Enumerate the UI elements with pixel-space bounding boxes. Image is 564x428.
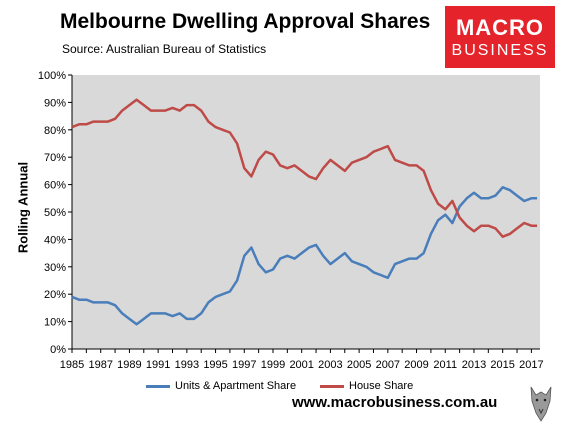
x-tick-label: 1987	[88, 359, 112, 371]
axes: 0% 10% 20% 30% 40% 50% 60% 70% 80% 90% 100% 1985 198…	[38, 70, 544, 371]
plot-area	[72, 75, 540, 349]
x-tick-label: 1991	[146, 359, 170, 371]
legend-swatch-units	[146, 384, 170, 388]
x-tick-label: 2009	[404, 359, 428, 371]
logo-line-2: BUSINESS	[451, 42, 549, 59]
y-tick-label: 90%	[44, 97, 66, 109]
house-share-line	[71, 98, 538, 238]
legend-swatch-house	[320, 384, 344, 388]
y-tick-label: 100%	[38, 70, 66, 82]
chart-source: Source: Australian Bureau of Statistics	[62, 42, 267, 56]
x-tick-label: 2007	[376, 359, 400, 371]
y-tick-label: 10%	[44, 317, 66, 329]
x-tick-label: 1995	[203, 359, 227, 371]
legend-label-house: House Share	[349, 380, 414, 392]
series-lines	[71, 98, 538, 326]
footer-url: www.macrobusiness.com.au	[292, 394, 498, 411]
legend-item-house: House Share	[320, 380, 413, 392]
units-apartment-share-line	[71, 186, 538, 326]
x-tick-label: 2013	[462, 359, 486, 371]
y-tick-label: 80%	[44, 125, 66, 137]
x-tick-label: 2015	[490, 359, 514, 371]
x-tick-label: 2005	[347, 359, 371, 371]
x-tick-label: 2001	[289, 359, 313, 371]
wolf-logo-icon	[530, 386, 552, 422]
x-tick-label: 1999	[261, 359, 285, 371]
legend-item-units: Units & Apartment Share	[146, 380, 296, 392]
x-tick-label: 1997	[232, 359, 256, 371]
y-tick-label: 70%	[44, 152, 66, 164]
legend-label-units: Units & Apartment Share	[175, 380, 297, 392]
y-tick-label: 20%	[44, 289, 66, 301]
x-tick-label: 2003	[318, 359, 342, 371]
x-tick-label: 1989	[117, 359, 141, 371]
logo-line-1: MACRO	[455, 15, 545, 40]
y-tick-label: 0%	[50, 344, 66, 356]
x-tick-label: 1985	[60, 359, 84, 371]
y-tick-label: 30%	[44, 262, 66, 274]
y-tick-label: 40%	[44, 234, 66, 246]
chart-title: Melbourne Dwelling Approval Shares	[60, 10, 431, 33]
x-tick-label: 2011	[433, 359, 457, 371]
x-tick-label: 2017	[519, 359, 543, 371]
x-tick-label: 1993	[175, 359, 199, 371]
y-tick-label: 50%	[44, 207, 66, 219]
y-tick-label: 60%	[44, 180, 66, 192]
macro-business-logo: MACRO BUSINESS	[445, 6, 555, 68]
